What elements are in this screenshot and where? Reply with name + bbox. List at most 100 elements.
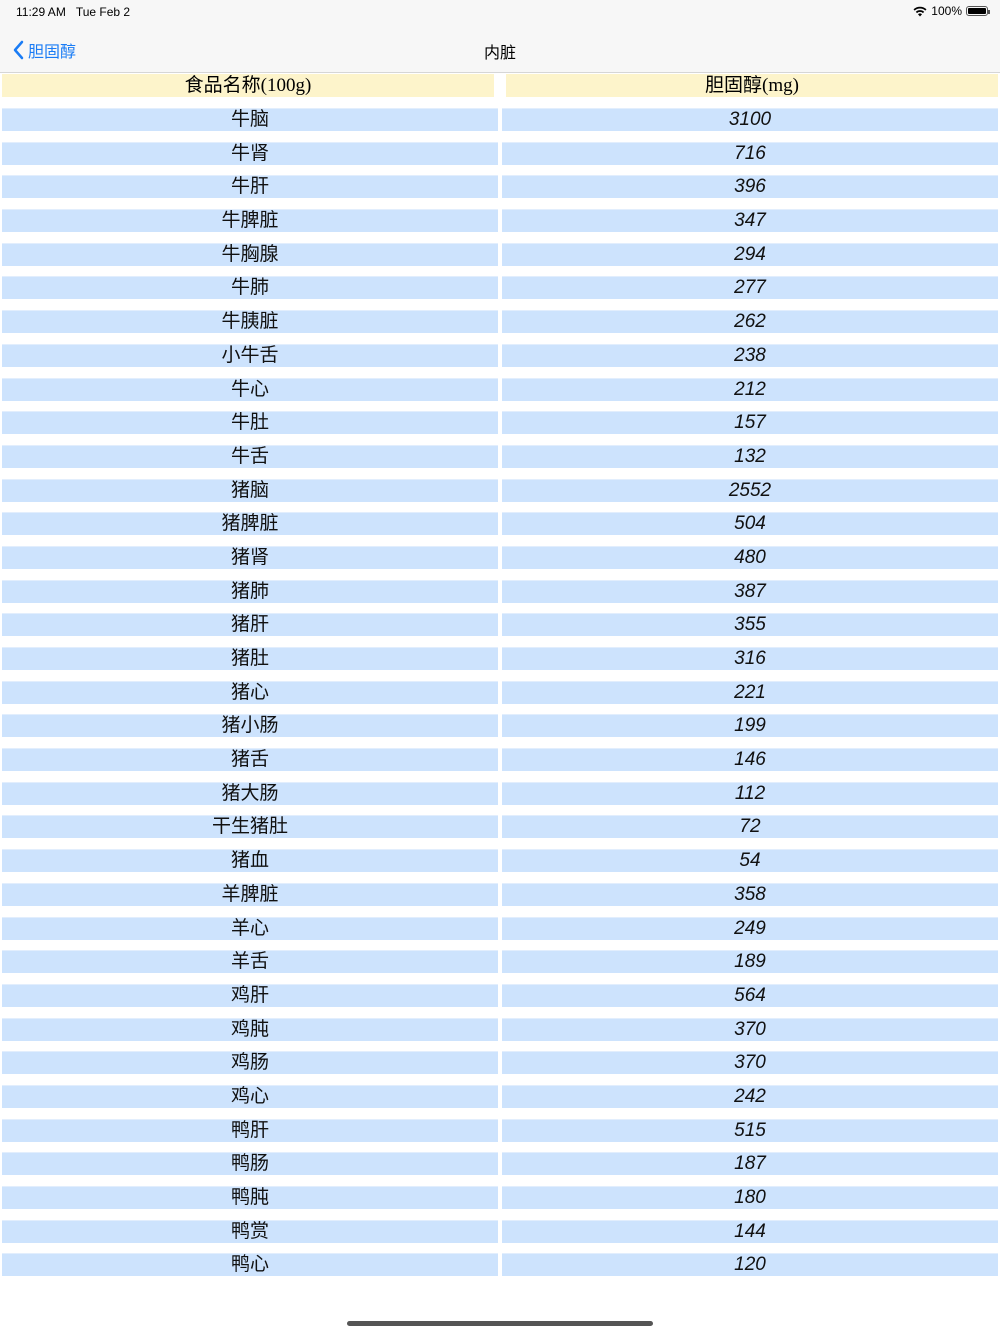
food-name-cell: 牛舌 — [2, 444, 498, 468]
navigation-bar: 11:29 AM Tue Feb 2 100% 胆固醇 内脏 — [0, 0, 1000, 73]
cholesterol-cell: 72 — [502, 815, 998, 839]
food-name-cell: 鸭肫 — [2, 1186, 498, 1209]
header-cholesterol: 胆固醇(mg) — [506, 74, 998, 97]
chevron-left-icon — [13, 40, 24, 60]
food-name-cell: 牛肾 — [2, 141, 498, 165]
table-row[interactable]: 牛心 212 — [0, 377, 1000, 401]
food-name-cell: 鸡肫 — [2, 1017, 498, 1041]
food-name-cell: 牛胰脏 — [2, 310, 498, 334]
food-name-cell: 鸭赏 — [2, 1219, 498, 1243]
table-row[interactable]: 牛肾 716 — [0, 141, 1000, 165]
table-row[interactable]: 牛胸腺 294 — [0, 242, 1000, 266]
cholesterol-cell: 189 — [502, 950, 998, 974]
table-row[interactable]: 小牛舌 238 — [0, 343, 1000, 367]
food-name-cell: 鸭心 — [2, 1253, 498, 1277]
food-name-cell: 鸡肝 — [2, 983, 498, 1007]
food-name-cell: 猪小肠 — [2, 714, 498, 738]
cholesterol-cell: 355 — [502, 613, 998, 637]
food-name-cell: 猪脾脏 — [2, 512, 498, 536]
cholesterol-cell: 180 — [502, 1186, 998, 1209]
food-name-cell: 牛肚 — [2, 411, 498, 435]
food-name-cell: 猪心 — [2, 680, 498, 704]
food-name-cell: 鸡肠 — [2, 1051, 498, 1075]
cholesterol-cell: 480 — [502, 545, 998, 569]
table-row[interactable]: 鸭肝 515 — [0, 1118, 1000, 1142]
table-row[interactable]: 猪肾 480 — [0, 545, 1000, 569]
food-name-cell: 牛心 — [2, 377, 498, 401]
food-name-cell: 小牛舌 — [2, 343, 498, 367]
cholesterol-cell: 112 — [502, 781, 998, 805]
cholesterol-cell: 564 — [502, 983, 998, 1007]
cholesterol-cell: 347 — [502, 209, 998, 233]
food-name-cell: 羊脾脏 — [2, 882, 498, 906]
food-name-cell: 猪脑 — [2, 478, 498, 502]
food-name-cell: 牛肺 — [2, 276, 498, 300]
table-row[interactable]: 猪小肠 199 — [0, 714, 1000, 738]
food-name-cell: 牛肝 — [2, 175, 498, 199]
table-row[interactable]: 猪肺 387 — [0, 579, 1000, 603]
cholesterol-cell: 146 — [502, 748, 998, 772]
table-row[interactable]: 干生猪肚 72 — [0, 815, 1000, 839]
table-row[interactable]: 牛肺 277 — [0, 276, 1000, 300]
cholesterol-cell: 396 — [502, 175, 998, 199]
cholesterol-cell: 716 — [502, 141, 998, 165]
food-name-cell: 羊舌 — [2, 950, 498, 974]
table-row[interactable]: 牛脑 3100 — [0, 108, 1000, 131]
table-row[interactable]: 猪心 221 — [0, 680, 1000, 704]
food-name-cell: 牛脑 — [2, 108, 498, 131]
table-row[interactable]: 鸭肠 187 — [0, 1152, 1000, 1176]
table-row[interactable]: 牛脾脏 347 — [0, 209, 1000, 233]
status-time: 11:29 AM Tue Feb 2 — [16, 5, 130, 19]
cholesterol-cell: 199 — [502, 714, 998, 738]
cholesterol-cell: 187 — [502, 1152, 998, 1176]
cholesterol-cell: 212 — [502, 377, 998, 401]
wifi-icon — [913, 6, 927, 16]
table-row[interactable]: 猪脑 2552 — [0, 478, 1000, 502]
food-name-cell: 羊心 — [2, 916, 498, 940]
food-name-cell: 鸭肝 — [2, 1118, 498, 1142]
time: 11:29 AM — [16, 5, 66, 19]
cholesterol-cell: 249 — [502, 916, 998, 940]
table-row[interactable]: 牛舌 132 — [0, 444, 1000, 468]
table-row[interactable]: 羊心 249 — [0, 916, 1000, 940]
cholesterol-cell: 242 — [502, 1084, 998, 1108]
back-button[interactable]: 胆固醇 — [12, 38, 76, 62]
table-row[interactable]: 猪肚 316 — [0, 647, 1000, 670]
food-name-cell: 牛脾脏 — [2, 209, 498, 233]
table-row[interactable]: 猪脾脏 504 — [0, 512, 1000, 536]
table-row[interactable]: 鸭肫 180 — [0, 1186, 1000, 1209]
date: Tue Feb 2 — [75, 5, 131, 19]
table-row[interactable]: 牛肚 157 — [0, 411, 1000, 435]
cholesterol-cell: 358 — [502, 882, 998, 906]
table-row[interactable]: 鸡肫 370 — [0, 1017, 1000, 1041]
table-row[interactable]: 鸭心 120 — [0, 1253, 1000, 1277]
food-name-cell: 猪舌 — [2, 748, 498, 772]
cholesterol-cell: 3100 — [502, 108, 998, 131]
food-name-cell: 猪肚 — [2, 647, 498, 670]
cholesterol-cell: 316 — [502, 647, 998, 670]
table-row[interactable]: 羊舌 189 — [0, 950, 1000, 974]
table-row[interactable]: 鸭赏 144 — [0, 1219, 1000, 1243]
food-name-cell: 猪肾 — [2, 545, 498, 569]
table-row[interactable]: 鸡肝 564 — [0, 983, 1000, 1007]
cholesterol-cell: 2552 — [502, 478, 998, 502]
table-row[interactable]: 猪肝 355 — [0, 613, 1000, 637]
food-name-cell: 猪肝 — [2, 613, 498, 637]
table-row[interactable]: 羊脾脏 358 — [0, 882, 1000, 906]
table-row[interactable]: 牛胰脏 262 — [0, 310, 1000, 334]
cholesterol-cell: 157 — [502, 411, 998, 435]
page-title: 内脏 — [483, 45, 516, 62]
table-row[interactable]: 鸡肠 370 — [0, 1051, 1000, 1075]
cholesterol-cell: 238 — [502, 343, 998, 367]
table-row[interactable]: 猪大肠 112 — [0, 781, 1000, 805]
table-row[interactable]: 猪血 54 — [0, 849, 1000, 873]
table-row[interactable]: 鸡心 242 — [0, 1084, 1000, 1108]
table-row[interactable]: 牛肝 396 — [0, 175, 1000, 199]
table-row[interactable]: 猪舌 146 — [0, 748, 1000, 772]
cholesterol-cell: 144 — [502, 1219, 998, 1243]
cholesterol-cell: 277 — [502, 276, 998, 300]
home-indicator[interactable] — [347, 1321, 653, 1326]
cholesterol-cell: 221 — [502, 680, 998, 704]
status-indicators: 100% — [913, 4, 990, 18]
food-name-cell: 牛胸腺 — [2, 242, 498, 266]
